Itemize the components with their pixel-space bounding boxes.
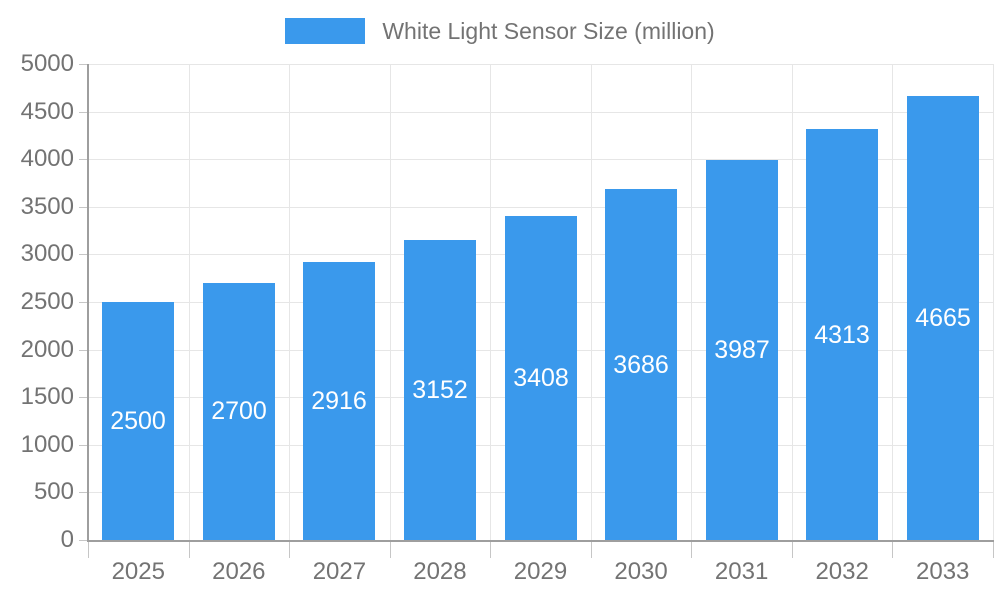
y-axis-tick [79, 254, 88, 255]
x-tick-label: 2026 [212, 558, 266, 585]
x-axis-tick [691, 542, 692, 558]
v-gridline [691, 64, 692, 540]
bar [404, 240, 476, 540]
x-tick-label: 2032 [815, 558, 869, 585]
h-gridline [88, 207, 993, 208]
bar-value-label: 2500 [110, 407, 166, 435]
x-tick-label: 2033 [916, 558, 970, 585]
v-gridline [892, 64, 893, 540]
y-tick-label: 500 [33, 478, 74, 505]
bar-value-label: 3686 [613, 351, 669, 379]
x-axis-tick [993, 542, 994, 558]
y-axis-tick [79, 302, 88, 303]
y-axis-tick [79, 492, 88, 493]
y-tick-label: 5000 [20, 50, 74, 77]
y-tick-label: 3000 [20, 240, 74, 267]
x-axis-tick [792, 542, 793, 558]
bar-value-label: 3408 [513, 364, 569, 392]
bar-value-label: 3152 [412, 376, 468, 404]
bar [303, 262, 375, 540]
x-axis-tick [189, 542, 190, 558]
y-tick-label: 0 [60, 526, 74, 553]
x-axis-tick [390, 542, 391, 558]
bar [203, 283, 275, 540]
y-axis-tick [79, 64, 88, 65]
x-axis-tick [289, 542, 290, 558]
y-axis-tick [79, 397, 88, 398]
y-tick-label: 1500 [20, 383, 74, 410]
h-gridline [88, 159, 993, 160]
bar [102, 302, 174, 540]
bar [605, 189, 677, 540]
x-tick-label: 2031 [714, 558, 769, 585]
h-gridline [88, 112, 993, 113]
x-axis-line [87, 540, 994, 542]
x-axis-tick [892, 542, 893, 558]
x-axis-tick [591, 542, 592, 558]
y-axis-tick [79, 540, 88, 541]
y-axis-tick [79, 445, 88, 446]
y-axis-tick [79, 159, 88, 160]
y-tick-label: 3500 [20, 193, 74, 220]
x-tick-label: 2029 [513, 558, 568, 585]
v-gridline [792, 64, 793, 540]
legend-swatch[interactable] [285, 18, 366, 44]
bar-value-label: 3987 [714, 336, 770, 364]
bar [505, 216, 577, 540]
y-tick-label: 1000 [20, 431, 74, 458]
y-axis-tick [79, 350, 88, 351]
legend: White Light Sensor Size (million) [0, 18, 1000, 44]
y-tick-label: 4500 [20, 98, 74, 125]
bar-value-label: 2916 [311, 387, 367, 415]
v-gridline [993, 64, 994, 540]
y-tick-label: 4000 [20, 145, 74, 172]
v-gridline [591, 64, 592, 540]
x-axis-tick [490, 542, 491, 558]
bar-value-label: 2700 [211, 397, 267, 425]
legend-label[interactable]: White Light Sensor Size (million) [382, 18, 715, 44]
bar-value-label: 4313 [814, 321, 870, 349]
bar [907, 96, 979, 540]
h-gridline [88, 64, 993, 65]
x-tick-label: 2030 [614, 558, 668, 585]
y-axis-line [87, 64, 89, 542]
bar [706, 160, 778, 540]
v-gridline [490, 64, 491, 540]
bar [806, 129, 878, 540]
v-gridline [189, 64, 190, 540]
v-gridline [390, 64, 391, 540]
y-tick-label: 2000 [20, 336, 74, 363]
x-tick-label: 2028 [413, 558, 467, 585]
bar-value-label: 4665 [915, 304, 971, 332]
x-tick-label: 2027 [312, 558, 367, 585]
y-axis-tick [79, 207, 88, 208]
x-tick-label: 2025 [111, 558, 165, 585]
x-axis-tick [88, 542, 89, 558]
v-gridline [289, 64, 290, 540]
y-axis-tick [79, 112, 88, 113]
y-tick-label: 2500 [20, 288, 74, 315]
